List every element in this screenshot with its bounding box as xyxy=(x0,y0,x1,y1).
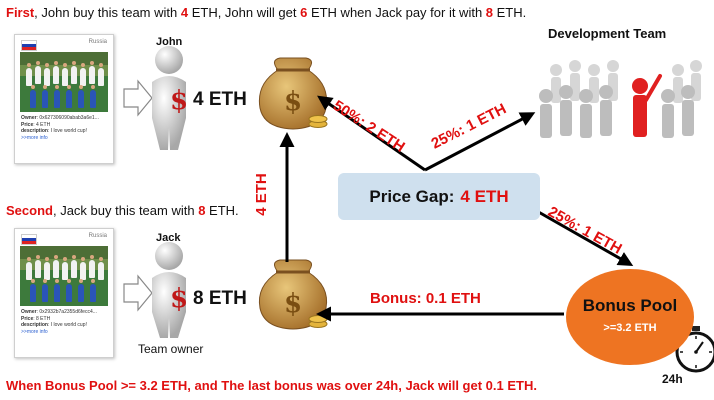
bonus-pool-threshold: >=3.2 ETH xyxy=(603,322,657,334)
arrow-gap-to-pool xyxy=(534,208,634,266)
owner-value: : 0x627306090abab3a6e1... xyxy=(36,115,99,121)
price-label: Price xyxy=(21,315,34,322)
team-photo xyxy=(20,52,108,112)
card-country: Russia xyxy=(88,233,107,239)
first-text-c: ETH when Jack pay for it with xyxy=(307,5,486,20)
card-country: Russia xyxy=(88,39,107,45)
john-figure-icon xyxy=(152,46,186,150)
arrow-gap-to-dev xyxy=(424,112,536,172)
second-text-a: , Jack buy this team with xyxy=(52,203,199,218)
owner-value: : 0x2932b7a2355d6fecc4... xyxy=(36,309,97,315)
desc-row: description: I love world cup! xyxy=(21,322,97,329)
first-keyword: First xyxy=(6,5,35,20)
owner-row: Owner: 0x627306090abab3a6e1... xyxy=(21,115,99,122)
development-team-crowd-icon xyxy=(539,60,702,138)
hollow-arrow-jack-icon xyxy=(123,274,153,312)
russia-flag-icon xyxy=(21,40,37,51)
label-jack-to-john: 4 ETH xyxy=(252,173,270,216)
price-row: Price: 4 ETH xyxy=(21,122,99,129)
jack-role-label: Team owner xyxy=(138,342,204,356)
russia-flag-icon xyxy=(21,234,37,245)
stopwatch-icon xyxy=(675,326,714,373)
jack-eth-amount: 8 ETH xyxy=(193,288,247,309)
first-price: 4 xyxy=(180,5,189,20)
more-info-link[interactable]: >>more info xyxy=(21,328,48,335)
price-row: Price: 8 ETH xyxy=(21,316,97,323)
second-price: 8 xyxy=(198,203,206,218)
svg-text:$: $ xyxy=(284,289,302,319)
desc-value: : I love world cup! xyxy=(47,322,87,329)
second-text-b: ETH. xyxy=(205,203,239,218)
owner-label: Owner xyxy=(21,115,37,121)
owner-row: Owner: 0x2932b7a2355d6fecc4... xyxy=(21,309,97,316)
money-bag-jack-icon: $ xyxy=(258,259,328,330)
bonus-pool-title: Bonus Pool xyxy=(582,296,678,315)
desc-value: : I love world cup! xyxy=(47,128,87,135)
owner-label: Owner xyxy=(21,309,37,315)
desc-row: description: I love world cup! xyxy=(21,128,99,135)
desc-label: description xyxy=(21,128,48,135)
john-name: John xyxy=(156,36,183,48)
money-bag-john-icon: $ xyxy=(258,57,328,130)
price-value: : 8 ETH xyxy=(33,315,51,322)
first-text-a: , John buy this team with xyxy=(34,5,181,20)
first-gain: 6 xyxy=(300,5,308,20)
arrow-gap-to-john xyxy=(317,95,426,172)
jack-dollar-sign: $ xyxy=(170,284,189,314)
first-text-b: ETH, John will get xyxy=(188,5,301,20)
card-meta: Owner: 0x627306090abab3a6e1... Price: 4 … xyxy=(21,115,99,141)
label-bonus: Bonus: 0.1 ETH xyxy=(370,290,481,307)
bonus-pool: Bonus Pool >=3.2 ETH xyxy=(566,269,694,365)
team-card-jack: Russia Owner: 0x2932b7a2355d6fecc4... Pr… xyxy=(14,228,114,358)
first-text-d: ETH. xyxy=(493,5,527,20)
price-label: Price xyxy=(21,121,34,128)
team-photo xyxy=(20,246,108,306)
timer-label: 24h xyxy=(662,372,683,386)
price-gap-value: 4 ETH xyxy=(460,186,509,206)
desc-label: description xyxy=(21,322,48,329)
footer-rule: When Bonus Pool >= 3.2 ETH, and The last… xyxy=(6,378,537,393)
jack-figure-icon xyxy=(152,242,186,338)
price-gap-label: Price Gap: xyxy=(369,186,455,206)
intro-first-line: First, John buy this team with 4 ETH, Jo… xyxy=(6,5,526,20)
svg-text:$: $ xyxy=(284,87,302,117)
price-value: : 4 ETH xyxy=(33,121,51,128)
first-pay: 8 xyxy=(485,5,494,20)
second-keyword: Second xyxy=(6,203,53,218)
price-gap-box: Price Gap: 4 ETH xyxy=(338,173,540,220)
john-eth-amount: 4 ETH xyxy=(193,89,247,110)
card-meta: Owner: 0x2932b7a2355d6fecc4... Price: 8 … xyxy=(21,309,97,335)
intro-second-line: Second, Jack buy this team with 8 ETH. xyxy=(6,203,239,218)
team-card-john: Russia Owner: 0x627306090abab3a6e1... Pr… xyxy=(14,34,114,164)
jack-name: Jack xyxy=(156,232,181,244)
more-info-link[interactable]: >>more info xyxy=(21,134,48,141)
hollow-arrow-john-icon xyxy=(123,79,153,117)
development-team-label: Development Team xyxy=(548,26,667,41)
john-dollar-sign: $ xyxy=(170,86,189,116)
